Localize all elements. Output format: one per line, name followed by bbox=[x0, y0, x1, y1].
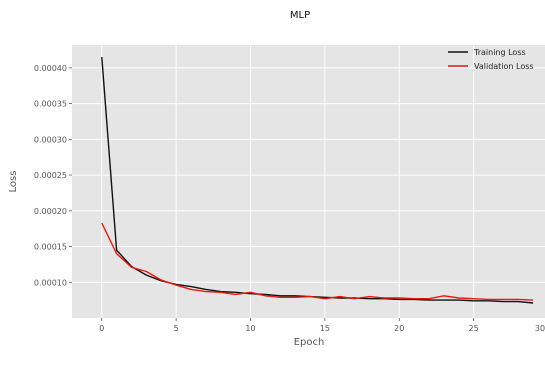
y-tick-label: 0.00020 bbox=[34, 207, 67, 216]
legend-label: Training Loss bbox=[473, 48, 526, 57]
plot-area bbox=[72, 45, 545, 318]
x-tick-label: 10 bbox=[245, 324, 255, 333]
x-tick-label: 25 bbox=[469, 324, 479, 333]
y-tick-label: 0.00035 bbox=[34, 100, 67, 109]
series-line-validation-loss bbox=[101, 222, 534, 301]
y-axis-label: Loss bbox=[8, 171, 19, 193]
x-tick-label: 20 bbox=[394, 324, 404, 333]
chart-title: MLP bbox=[290, 10, 310, 21]
y-tick-label: 0.00025 bbox=[34, 171, 67, 180]
y-tick-label: 0.00015 bbox=[34, 243, 67, 252]
x-axis-label: Epoch bbox=[294, 337, 325, 348]
y-tick-label: 0.00040 bbox=[34, 64, 67, 73]
x-tick-label: 15 bbox=[320, 324, 330, 333]
legend: Training Loss Validation Loss bbox=[448, 48, 534, 71]
y-tick-label: 0.00010 bbox=[34, 278, 67, 287]
y-axis-ticks: 0.00010 0.00015 0.00020 0.00025 0.00030 0.000… bbox=[34, 64, 72, 287]
grid-lines bbox=[72, 45, 545, 318]
x-tick-label: 0 bbox=[99, 324, 104, 333]
y-tick-label: 0.00030 bbox=[34, 135, 67, 144]
x-tick-label: 5 bbox=[174, 324, 179, 333]
x-axis-ticks: 0 5 10 15 20 25 30 bbox=[99, 318, 545, 333]
x-tick-label: 30 bbox=[535, 324, 545, 333]
legend-label: Validation Loss bbox=[474, 62, 534, 71]
series-lines bbox=[101, 57, 534, 304]
